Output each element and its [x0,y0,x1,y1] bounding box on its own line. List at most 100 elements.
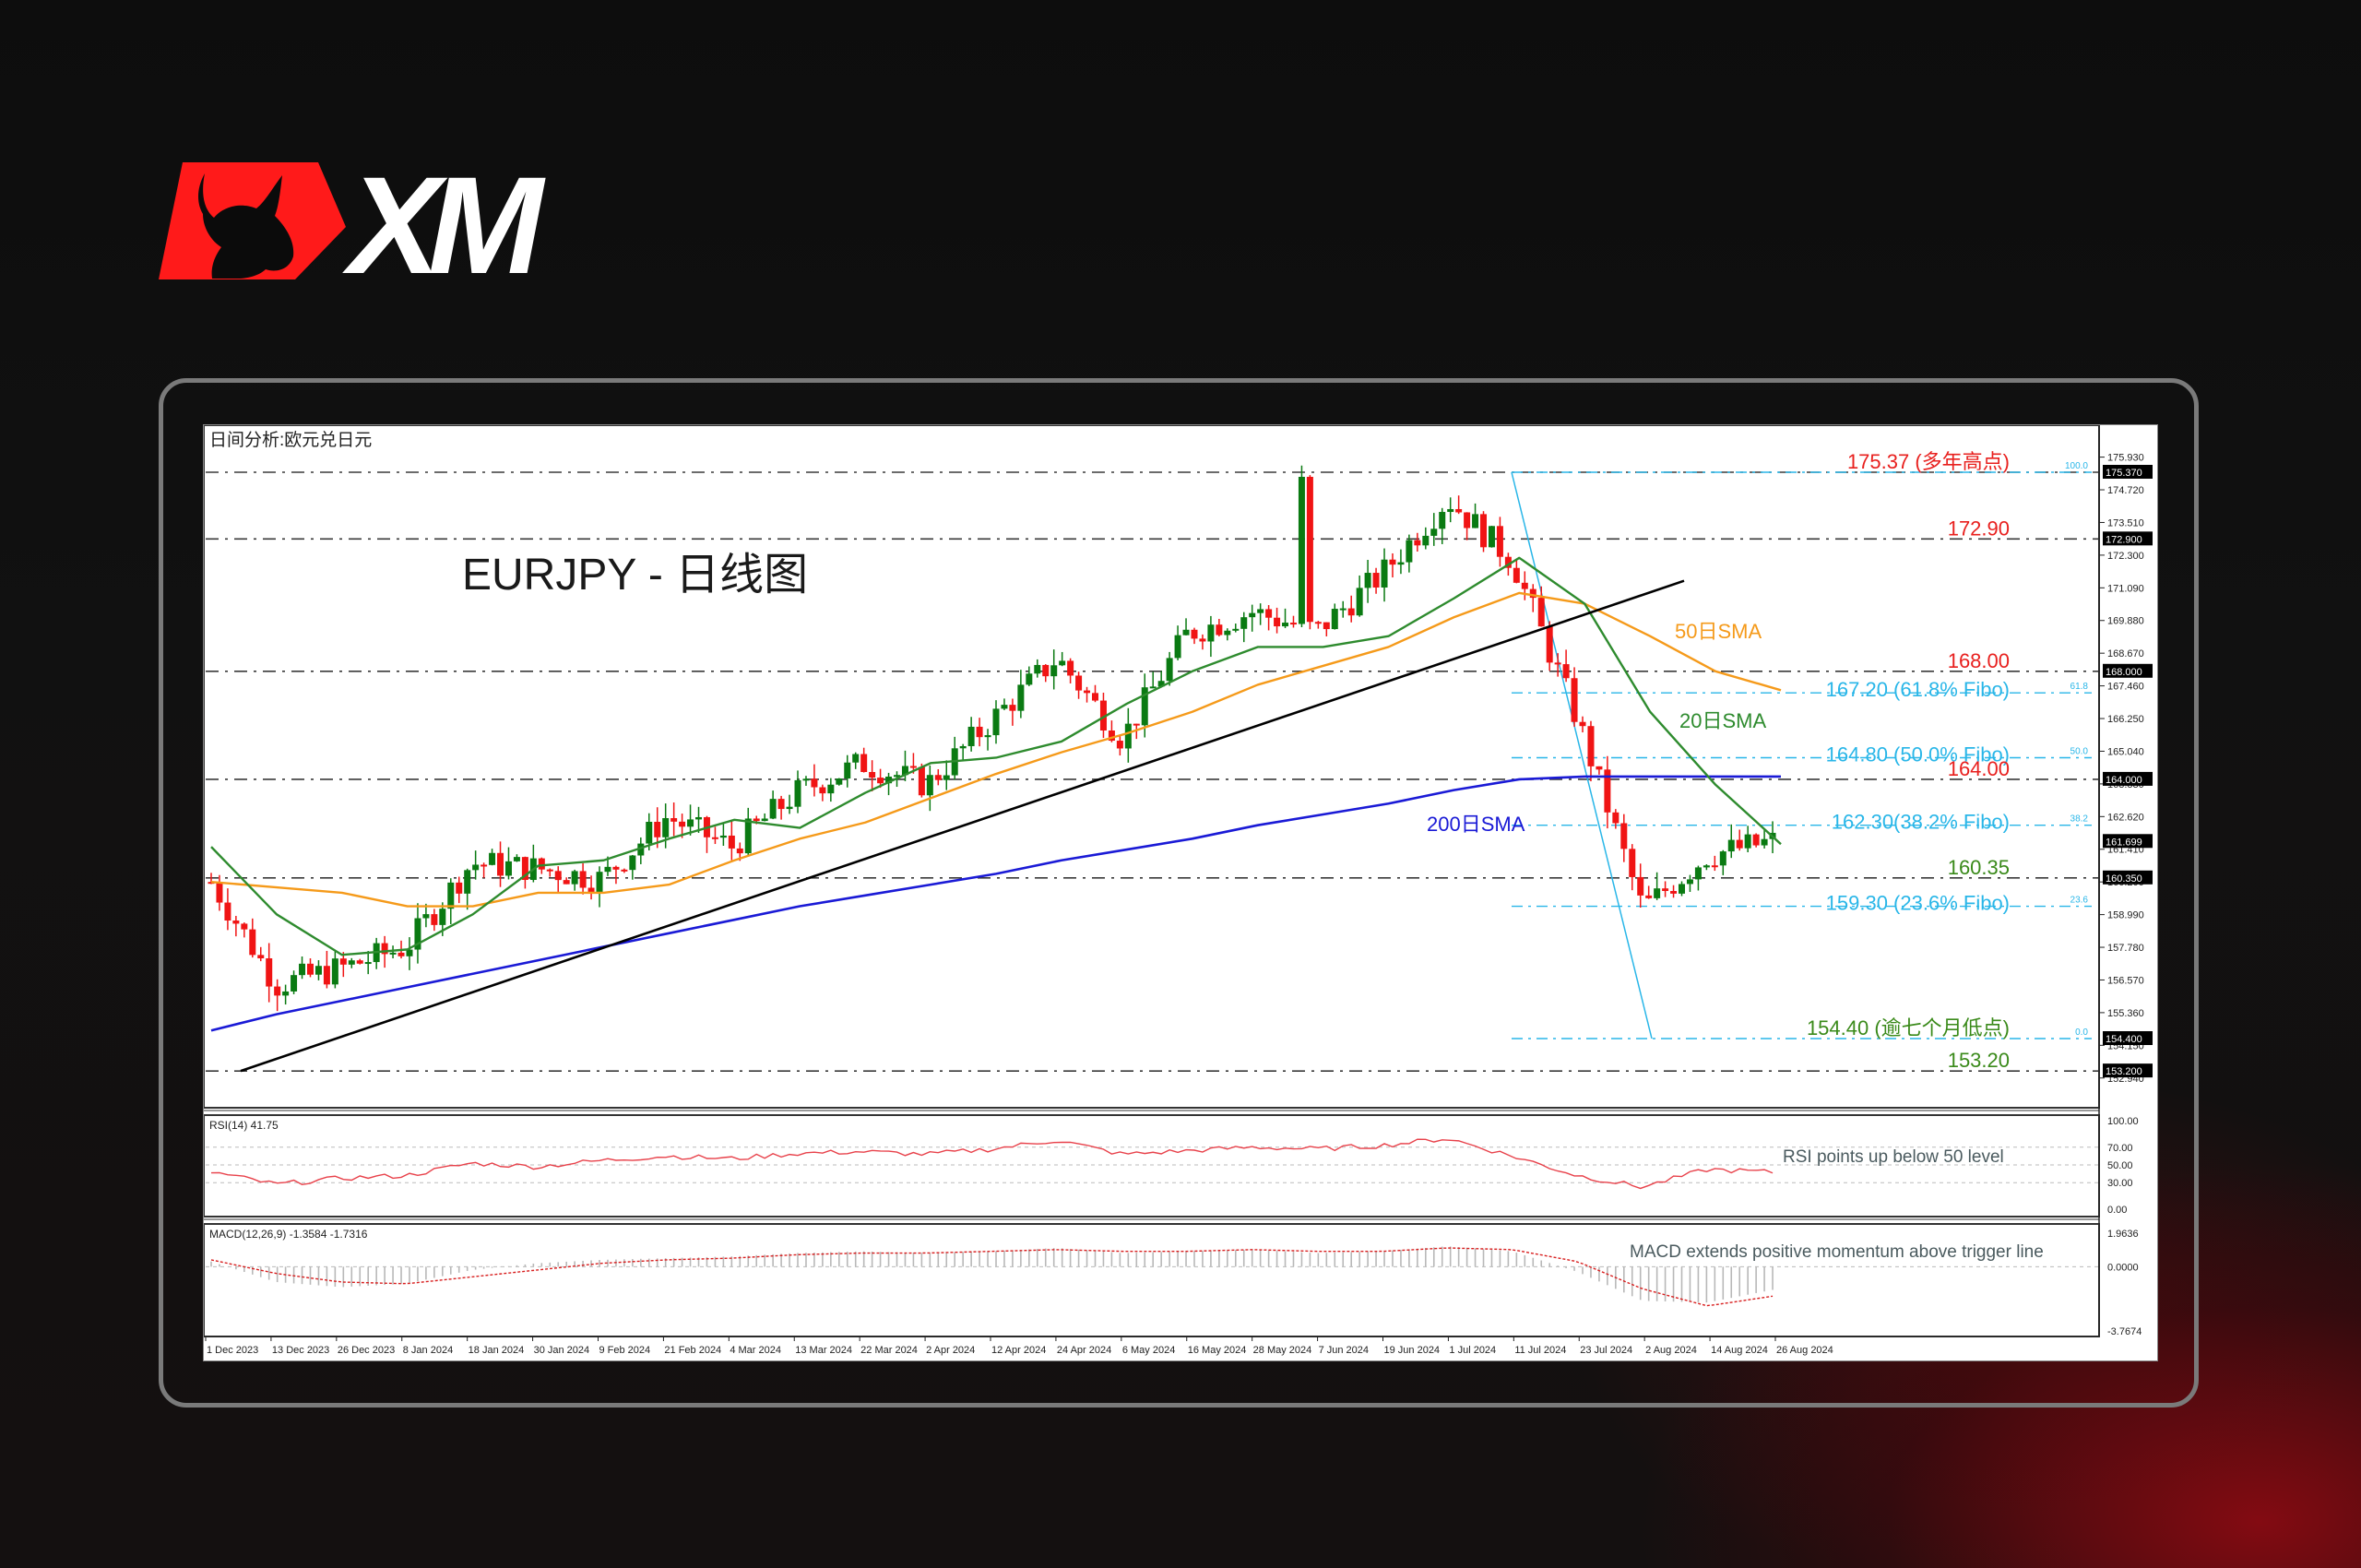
candle-body [819,787,826,794]
time-tick-label: 22 Mar 2024 [860,1345,918,1356]
candlestick [431,909,438,932]
candlestick [1761,828,1768,849]
candle-body [1091,693,1098,701]
candle-body [1009,705,1016,711]
candle-body [802,778,810,781]
candlestick [1282,608,1289,628]
level-label: 164.00 [1948,757,2010,780]
price-tag-box [2103,870,2153,885]
candlestick [951,736,958,780]
candlestick [1224,628,1231,641]
candlestick [1414,532,1421,552]
candle-body [314,966,322,975]
rsi-axis-label: 50.00 [2107,1160,2133,1171]
candlestick [1356,575,1363,617]
candlestick [1711,855,1718,872]
candle-body [736,848,743,854]
candlestick [1017,670,1025,719]
candlestick [1298,465,1305,628]
candle-body [1637,876,1644,896]
candlestick [257,946,265,962]
candle-body [1472,514,1479,529]
candle-body [877,778,884,784]
fibo-pct-label: 50.0 [2070,746,2089,756]
candle-body [1232,628,1240,631]
candle-body [579,871,587,888]
candlestick [422,903,430,928]
candlestick [711,826,718,845]
candle-body [1455,508,1463,513]
candle-body [513,857,520,861]
candlestick [629,854,636,880]
time-tick-label: 18 Jan 2024 [469,1345,525,1356]
time-tick-label: 13 Mar 2024 [795,1345,852,1356]
candlestick [1091,684,1098,703]
candle-body [662,818,670,837]
candle-body [249,929,256,956]
price-tag-box [2103,771,2153,786]
candlestick [777,795,785,820]
candle-body [1166,658,1173,682]
candle-body [992,708,1000,736]
price-tick-label: 167.460 [2107,682,2144,693]
candlestick [1174,625,1181,660]
candlestick [1075,671,1083,699]
candle-body [1157,681,1165,687]
candle-body [1001,705,1008,709]
candle-body [291,975,298,992]
candle-body [546,869,553,872]
candle-body [1124,723,1132,749]
candlestick [1472,503,1479,529]
level-label: 153.20 [1948,1049,2010,1072]
candle-body [472,864,480,871]
candle-body [967,726,975,746]
chart-headline: EURJPY - 日线图 [462,551,808,600]
level-label: 159.30 (23.6% Fibo) [1826,892,2010,915]
rsi-line [210,1138,1774,1190]
candle-body [943,775,950,780]
candlestick [786,794,793,814]
candle-body [761,818,768,822]
candle-body [1026,673,1033,685]
candlestick [1637,863,1644,909]
candle-body [1703,865,1710,868]
candlestick [364,951,372,975]
candle-body [257,955,265,959]
candlestick [489,849,496,866]
candlestick [1397,549,1405,575]
price-tag: 154.400 [2106,1034,2142,1045]
candlestick [1331,603,1338,630]
candle-body [431,914,438,925]
candle-body [1133,723,1140,726]
candle-body [1017,684,1025,711]
candlestick [1207,615,1215,658]
eurjpy-chart: 100.0 61.8 50.0 38.2 23.6 0.0 50日SMA 20日SMA 200日… [203,424,2153,1356]
candle-body [1579,721,1586,727]
candle-body [1439,512,1446,529]
candlestick [1703,863,1710,871]
time-tick-label: 16 May 2024 [1188,1345,1247,1356]
candlestick [1339,600,1347,618]
candlestick [1447,497,1454,523]
candle-body [1521,582,1528,589]
fibo-pct-label: 38.2 [2070,814,2089,825]
candlestick [232,916,240,937]
candlestick [464,868,471,910]
candlestick [1314,621,1322,629]
candle-body [1587,726,1595,766]
candlestick [1166,651,1173,686]
candlestick [1265,605,1273,631]
candlestick [224,888,231,931]
candlestick [563,877,570,885]
candlestick [356,958,363,965]
time-tick-label: 14 Aug 2024 [1711,1345,1768,1356]
candlestick [1554,653,1561,677]
candlestick [1686,874,1693,893]
candlestick [1026,666,1033,686]
candle-body [397,952,405,956]
price-pane: 100.0 61.8 50.0 38.2 23.6 0.0 50日SMA 20日SMA 200日… [203,424,2100,1111]
candle-body [976,726,983,738]
candle-body [984,735,991,738]
candlestick [389,945,397,959]
candlestick [1736,829,1743,851]
